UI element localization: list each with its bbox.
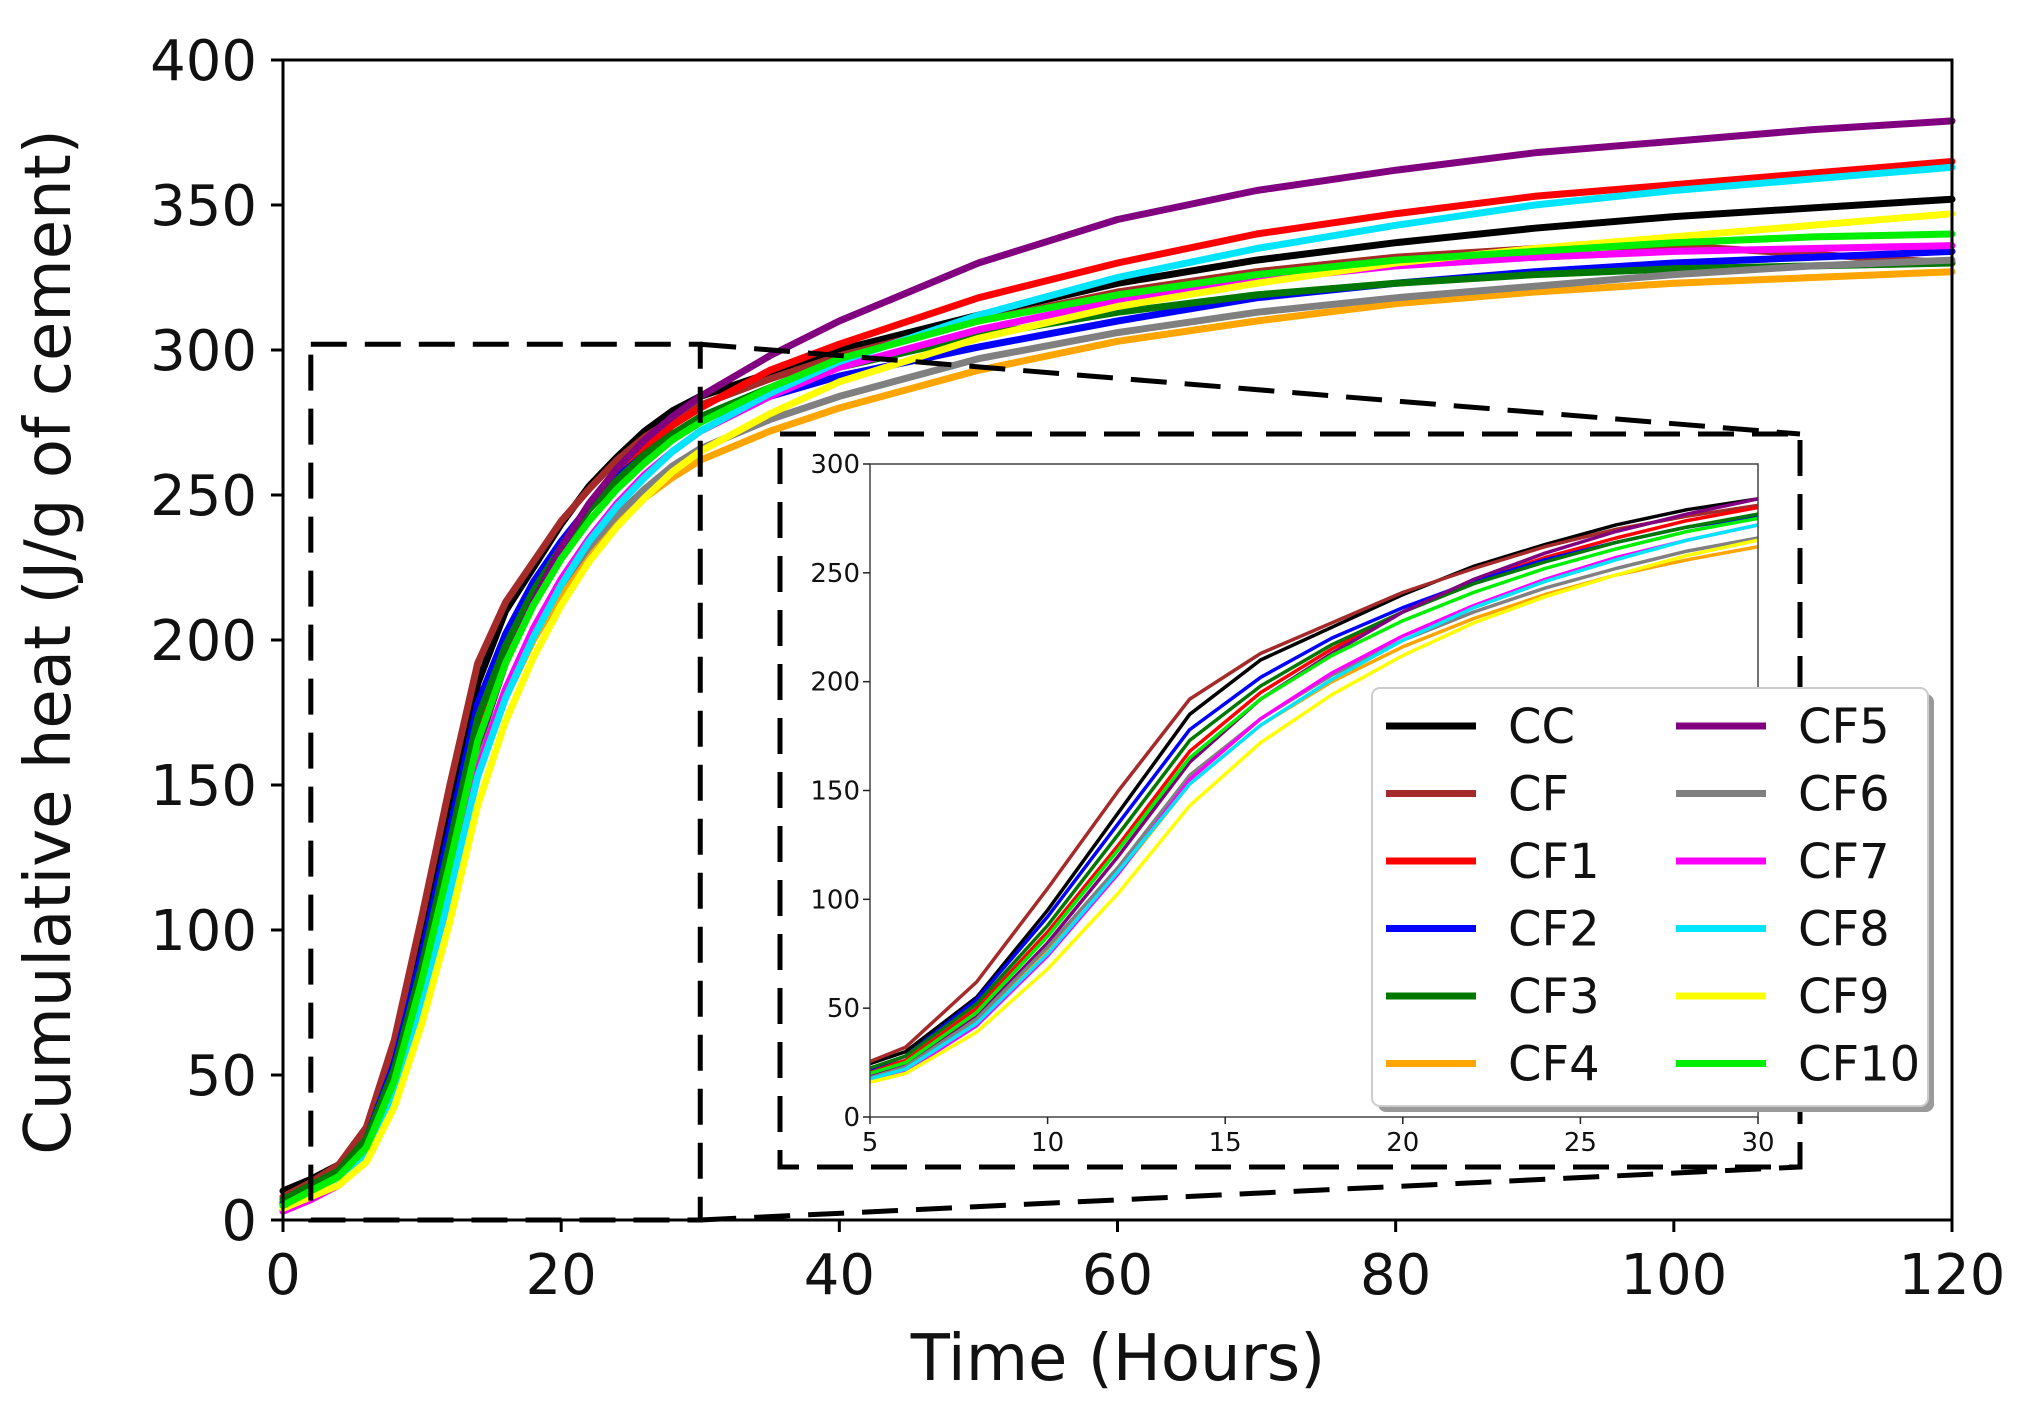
series-line-cf9 bbox=[279, 210, 1956, 1212]
x-tick-label: 60 bbox=[1082, 1243, 1153, 1308]
x-tick-label: 40 bbox=[804, 1243, 875, 1308]
inset-y-tick-label: 250 bbox=[810, 559, 860, 589]
x-tick-label: 80 bbox=[1360, 1243, 1431, 1308]
legend-label-cf2: CF2 bbox=[1508, 902, 1600, 958]
series-line-cf10 bbox=[279, 230, 1956, 1209]
inset-y-tick-label: 150 bbox=[810, 777, 860, 807]
series-line-cf8 bbox=[279, 163, 1956, 1212]
y-tick-label: 250 bbox=[150, 464, 257, 529]
zoom-target-box bbox=[777, 431, 1803, 1170]
y-tick-label: 200 bbox=[150, 609, 257, 674]
inset-y-tick-label: 100 bbox=[810, 885, 860, 915]
y-tick-label: 100 bbox=[150, 899, 257, 964]
inset-curves bbox=[870, 497, 1758, 1085]
legend-label-cf10: CF10 bbox=[1798, 1037, 1920, 1093]
inset-x-tick-label: 25 bbox=[1564, 1128, 1597, 1158]
inset-x-tick-label: 20 bbox=[1386, 1128, 1419, 1158]
x-axis-label: Time (Hours) bbox=[910, 1322, 1325, 1396]
y-tick-label: 300 bbox=[150, 319, 257, 384]
y-tick-label: 400 bbox=[150, 29, 257, 94]
y-tick-label: 350 bbox=[150, 174, 257, 239]
legend-label-cf: CF bbox=[1508, 767, 1569, 823]
inset-y-tick-label: 50 bbox=[827, 994, 860, 1024]
legend-label-cf8: CF8 bbox=[1798, 902, 1890, 958]
zoom-indicators bbox=[308, 341, 1803, 1223]
x-tick-label: 100 bbox=[1620, 1243, 1727, 1308]
y-tick-label: 150 bbox=[150, 754, 257, 819]
inset-y-tick-label: 300 bbox=[810, 450, 860, 480]
zoom-connector-top bbox=[700, 341, 1801, 437]
inset-series-line-cf bbox=[870, 503, 1758, 1064]
inset-series-line-cc bbox=[870, 497, 1758, 1066]
inset-series-line-cf3 bbox=[870, 512, 1758, 1070]
legend-label-cf7: CF7 bbox=[1798, 834, 1890, 890]
legend: CC CF CF1 CF2 CF3 CF4 CF5 CF6 CF7 CF8 CF9 CF10 bbox=[1371, 687, 1934, 1112]
legend-label-cf6: CF6 bbox=[1798, 767, 1890, 823]
inset-series-line-cf9 bbox=[870, 538, 1758, 1085]
legend-label-cf5: CF5 bbox=[1798, 699, 1890, 755]
y-tick-label: 0 bbox=[221, 1189, 257, 1254]
legend-box bbox=[1371, 687, 1929, 1107]
inset-x-tick-label: 15 bbox=[1209, 1128, 1242, 1158]
legend-label-cf1: CF1 bbox=[1508, 834, 1600, 890]
inset-x-tick-label: 30 bbox=[1741, 1128, 1774, 1158]
inset-series-line-cf8 bbox=[870, 523, 1758, 1081]
x-tick-label: 120 bbox=[1899, 1243, 2006, 1308]
inset-x-tick-label: 10 bbox=[1031, 1128, 1064, 1158]
legend-label-cf3: CF3 bbox=[1508, 969, 1600, 1025]
legend-label-cf4: CF4 bbox=[1508, 1037, 1600, 1093]
inset-series-line-cf1 bbox=[870, 505, 1758, 1074]
zoom-source-box bbox=[308, 341, 703, 1223]
legend-label-cf9: CF9 bbox=[1798, 969, 1890, 1025]
legend-label-cc: CC bbox=[1508, 699, 1575, 755]
inset-series-line-cf10 bbox=[870, 516, 1758, 1076]
y-axis-label: Cumulative heat (J/g of cement) bbox=[12, 129, 86, 1155]
x-tick-label: 0 bbox=[265, 1243, 301, 1308]
x-tick-label: 20 bbox=[526, 1243, 597, 1308]
inset-x-tick-label: 5 bbox=[862, 1128, 879, 1158]
inset-y-tick-label: 0 bbox=[843, 1103, 860, 1133]
main-curves bbox=[279, 117, 1956, 1215]
zoom-connector-bottom bbox=[700, 1164, 1801, 1223]
inset-y-tick-label: 200 bbox=[810, 668, 860, 698]
y-tick-label: 50 bbox=[186, 1044, 257, 1109]
